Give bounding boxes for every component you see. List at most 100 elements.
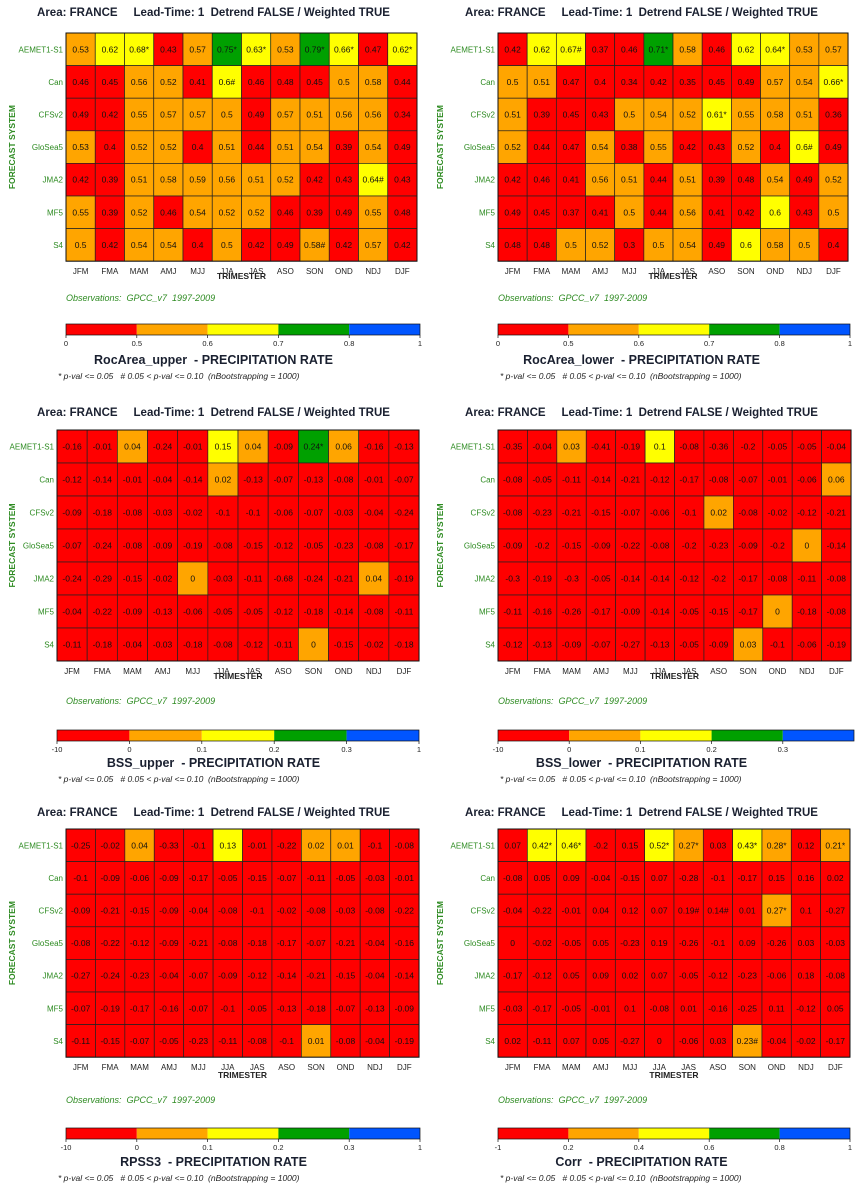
cell-value-label: -0.21 <box>827 508 847 518</box>
cell-value-label: 0.19 <box>651 938 668 948</box>
cell-value-label: -0.29 <box>93 574 113 584</box>
heatmap-cell <box>95 1024 126 1058</box>
cell-value-label: 0.55 <box>650 142 667 152</box>
cell-value-label: -0.07 <box>130 1036 150 1046</box>
cell-value-label: 0 <box>190 574 195 584</box>
heatmap-cell <box>789 97 820 132</box>
heatmap-cell <box>644 1024 675 1058</box>
heatmap-cell <box>760 130 791 164</box>
cell-value-label: 0.44 <box>650 207 667 217</box>
cell-value-label: -0.19 <box>100 1003 120 1013</box>
heatmap-corr: 0.07 0.42* 0.46* -0.2 0.15 0.52* 0.27* 0.03 0.43… <box>435 828 852 1152</box>
heatmap-cell <box>153 861 185 895</box>
metric-title: RocArea_upper - PRECIPITATION RATE <box>94 353 333 367</box>
cell-value-label: 0.39 <box>533 110 550 120</box>
cell-value-label: -0.17 <box>189 873 209 883</box>
cell-value-label: 0.05 <box>592 938 609 948</box>
cell-value-label: 0.1 <box>800 906 812 916</box>
row-label: MF5 <box>38 608 55 617</box>
cell-value-label: -0.14 <box>827 541 847 551</box>
heatmap-bss-upper: -0.16 -0.01 0.04 -0.24 -0.01 0.15 0.04 -0.09 0.2… <box>7 429 421 754</box>
heatmap-cell <box>182 163 213 197</box>
colorbar-tick-label: 0.8 <box>774 339 784 348</box>
cell-value-label: 0.56 <box>131 77 148 87</box>
cell-value-label: -0.02 <box>100 840 120 850</box>
heatmap-cell <box>497 828 528 862</box>
column-label: DJF <box>397 667 412 676</box>
cell-value-label: -0.04 <box>365 971 385 981</box>
cell-value-label: -0.05 <box>336 873 356 883</box>
cell-value-label: -0.18 <box>306 1003 326 1013</box>
row-label: Can <box>48 874 63 883</box>
heatmap-cell <box>183 893 214 928</box>
panel-bss-upper: Area: FRANCE Lead-Time: 1 Detrend FALSE … <box>0 396 427 792</box>
heatmap-cell <box>242 959 273 993</box>
column-label: JFM <box>505 1063 521 1072</box>
row-label: AEMET1-S1 <box>19 45 64 54</box>
cell-value-label: 0.47 <box>365 44 382 54</box>
column-label: ASO <box>278 1063 295 1072</box>
column-label: JJA <box>653 1063 667 1072</box>
heatmap-cell <box>388 528 420 563</box>
cell-value-label: 0.51 <box>219 142 236 152</box>
metric-title: RocArea_lower - PRECIPITATION RATE <box>523 353 760 367</box>
heatmap-cell <box>271 861 302 895</box>
panel-title: Area: FRANCE Lead-Time: 1 Detrend FALSE … <box>465 807 818 819</box>
cell-value-label: 0.51 <box>131 175 148 185</box>
heatmap-cell <box>330 926 361 960</box>
heatmap-cell <box>820 991 851 1025</box>
cell-value-label: -0.21 <box>334 574 354 584</box>
cell-value-label: 0.58 <box>365 77 382 87</box>
panel-rocarea-lower: Area: FRANCE Lead-Time: 1 Detrend FALSE … <box>428 0 855 396</box>
cell-value-label: -0.06 <box>679 1036 699 1046</box>
row-label: GloSea5 <box>32 939 64 948</box>
heatmap-cell <box>643 32 674 66</box>
column-label: MJJ <box>623 1063 638 1072</box>
cell-value-label: -0.15 <box>620 873 640 883</box>
colorbar-segment <box>779 324 850 335</box>
row-label: JMA2 <box>475 176 496 185</box>
column-label: AMJ <box>592 267 608 276</box>
heatmap-cell <box>212 991 243 1025</box>
heatmap-cell <box>526 828 558 862</box>
cell-value-label: 0.62 <box>533 44 550 54</box>
heatmap-cell <box>270 228 301 262</box>
cell-value-label: -0.07 <box>336 1003 356 1013</box>
cell-value-label: -0.06 <box>767 971 787 981</box>
cell-value-label: -0.08 <box>306 906 326 916</box>
cell-value-label: -0.1 <box>246 508 261 518</box>
cell-value-label: -0.08 <box>218 938 238 948</box>
column-label: FMA <box>102 1063 120 1072</box>
panel-rpss3: Area: FRANCE Lead-Time: 1 Detrend FALSE … <box>0 793 427 1189</box>
heatmap-cell <box>153 991 185 1025</box>
row-label: AEMET1-S1 <box>451 443 496 452</box>
heatmap-cell <box>555 65 586 99</box>
cell-value-label: 0.49 <box>825 142 842 152</box>
cell-value-label: 0.39 <box>708 175 725 185</box>
cell-value-label: -0.04 <box>189 906 209 916</box>
heatmap-cell <box>65 130 96 164</box>
heatmap-cell <box>673 991 704 1025</box>
heatmap-cell <box>328 528 360 563</box>
heatmap-cell <box>211 130 242 164</box>
heatmap-cell <box>526 130 557 164</box>
heatmap-border <box>497 32 849 262</box>
cell-value-label: 0.59 <box>189 175 206 185</box>
cell-value-label: -0.17 <box>532 1003 552 1013</box>
cell-value-label: -0.05 <box>243 607 263 617</box>
cell-value-label: 0.68* <box>129 44 150 54</box>
cell-value-label: -0.23 <box>620 938 640 948</box>
heatmap-cell <box>821 561 852 596</box>
x-axis-title: TRIMESTER <box>217 271 266 281</box>
heatmap-cell <box>526 893 558 928</box>
cell-value-label: -0.17 <box>277 938 297 948</box>
colorbar-tick-label: 0.2 <box>563 1143 573 1152</box>
row-label: GloSea5 <box>464 143 496 152</box>
heatmap-cell <box>153 1024 185 1058</box>
cell-value-label: 0.48 <box>533 240 550 250</box>
heatmap-cell <box>358 462 390 497</box>
cell-value-label: -0.1 <box>191 840 206 850</box>
cell-value-label: -0.08 <box>334 475 354 485</box>
cell-value-label: 0.4 <box>192 142 204 152</box>
heatmap-cell <box>818 228 849 262</box>
